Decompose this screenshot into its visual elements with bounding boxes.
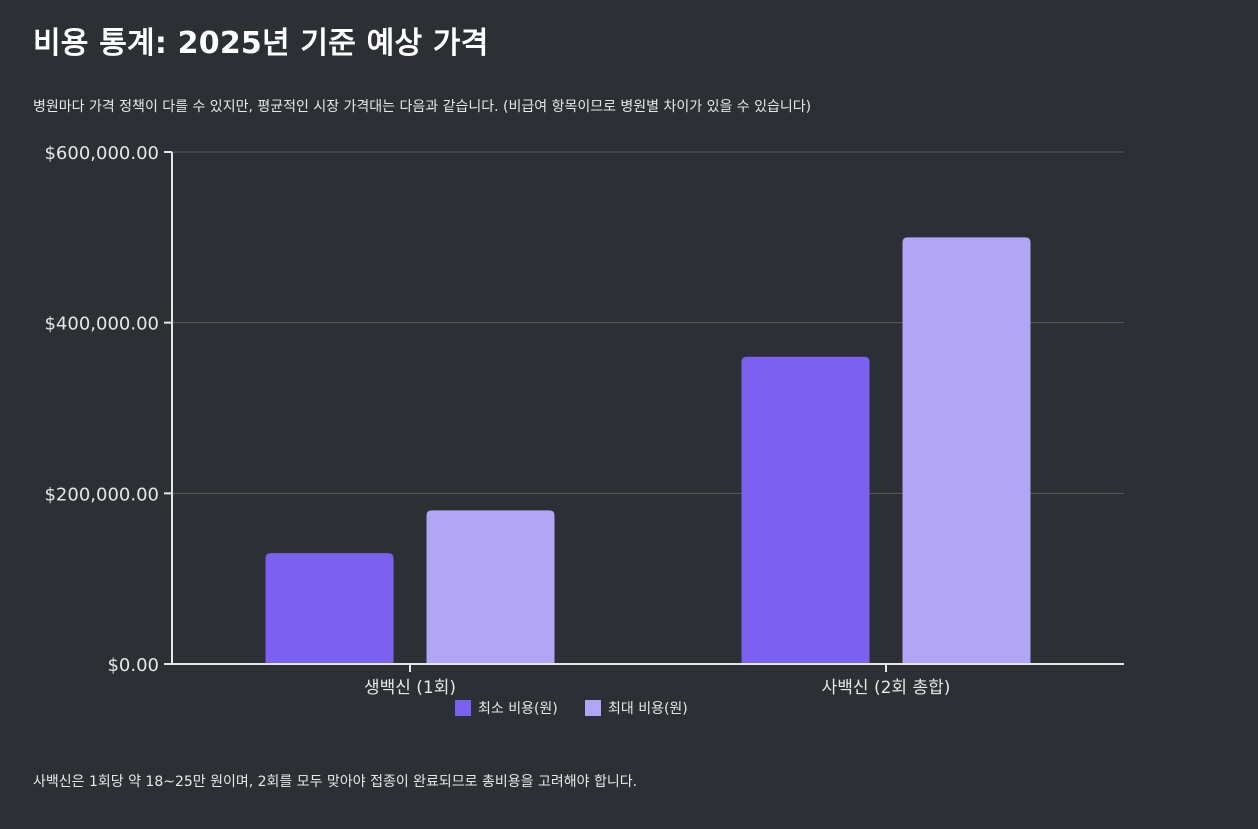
footnote: 사백신은 1회당 약 18~25만 원이며, 2회를 모두 맞아야 접종이 완료… bbox=[33, 774, 638, 790]
y-tick-label: $0.00 bbox=[107, 655, 159, 676]
x-tick-label: 생백신 (1회) bbox=[364, 678, 456, 698]
y-tick-label: $200,000.00 bbox=[44, 484, 159, 505]
y-tick-label: $400,000.00 bbox=[44, 314, 159, 335]
legend-label: 최대 비용(원) bbox=[608, 701, 688, 717]
bar bbox=[426, 510, 555, 664]
legend-swatch bbox=[455, 700, 471, 716]
bar bbox=[741, 356, 870, 664]
bar bbox=[265, 553, 394, 664]
legend-swatch bbox=[585, 700, 601, 716]
legend-label: 최소 비용(원) bbox=[478, 701, 558, 717]
x-tick-label: 사백신 (2회 총합) bbox=[822, 678, 951, 698]
y-tick-label: $600,000.00 bbox=[44, 143, 159, 164]
bar bbox=[902, 237, 1031, 665]
page-title: 비용 통계: 2025년 기준 예상 가격 bbox=[33, 26, 489, 61]
page-subtitle: 병원마다 가격 정책이 다를 수 있지만, 평균적인 시장 가격대는 다음과 같… bbox=[33, 99, 812, 115]
